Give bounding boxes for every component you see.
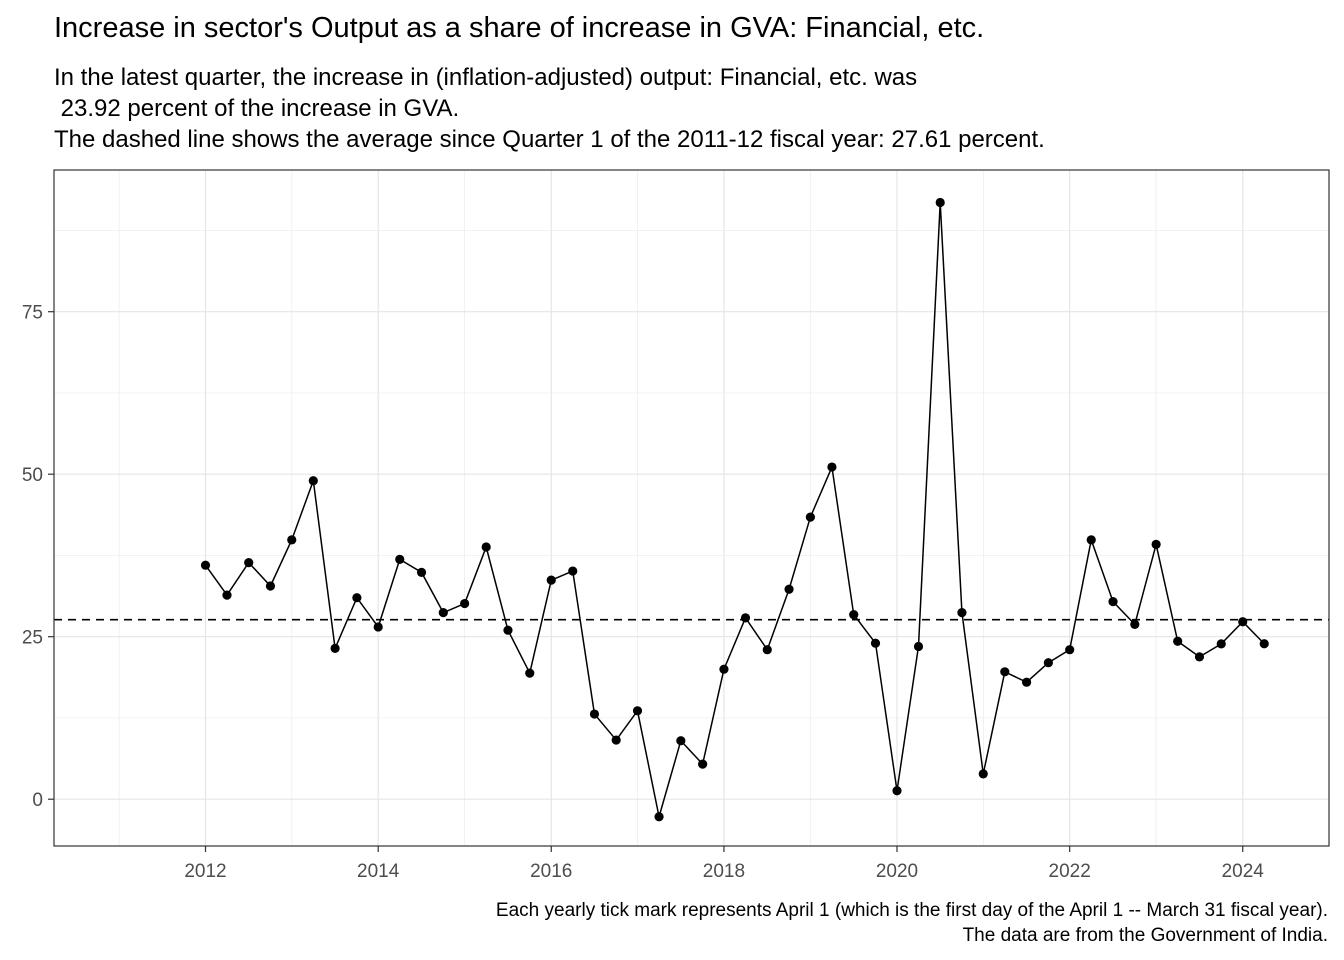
grid-lines — [54, 170, 1329, 846]
caption-line-1: Each yearly tick mark represents April 1… — [495, 900, 1328, 921]
data-point — [676, 736, 686, 746]
data-point — [546, 575, 556, 585]
data-point — [913, 641, 924, 652]
data-point — [244, 558, 254, 568]
data-point — [1151, 539, 1161, 550]
data-point — [1259, 639, 1269, 649]
data-point — [265, 581, 276, 591]
data-point — [200, 560, 211, 570]
x-tick-label: 2014 — [357, 861, 400, 882]
data-point — [352, 593, 362, 603]
data-point — [698, 759, 708, 769]
data-point — [935, 197, 945, 208]
data-point — [395, 554, 405, 564]
x-tick-label: 2024 — [1222, 861, 1265, 882]
data-point — [525, 668, 535, 678]
data-point — [373, 622, 383, 632]
data-point — [611, 735, 621, 745]
data-point — [957, 608, 967, 618]
data-point — [1065, 645, 1075, 655]
data-point — [287, 535, 297, 545]
data-point — [849, 610, 859, 620]
x-tick-label: 2012 — [184, 861, 226, 882]
subtitle-line-3: The dashed line shows the average since … — [54, 126, 1045, 153]
x-tick-label: 2020 — [876, 861, 918, 882]
data-point — [805, 512, 815, 522]
x-tick-label: 2022 — [1049, 861, 1091, 882]
data-point — [1086, 535, 1096, 545]
data-point — [1108, 597, 1118, 607]
data-point — [892, 786, 902, 796]
caption-line-2: The data are from the Government of Indi… — [962, 925, 1328, 946]
x-tick-label: 2018 — [703, 861, 745, 882]
chart-subtitle: In the latest quarter, the increase in (… — [54, 62, 1045, 155]
y-tick-label: 25 — [22, 628, 43, 649]
data-point — [330, 643, 340, 654]
x-tick-label: 2016 — [530, 861, 572, 882]
data-point — [870, 638, 881, 648]
subtitle-line-2: 23.92 percent of the increase in GVA. — [54, 95, 460, 122]
data-point — [654, 812, 664, 822]
data-point — [1173, 636, 1183, 646]
data-point — [632, 706, 643, 716]
data-point — [416, 567, 427, 577]
y-tick-label: 0 — [32, 790, 43, 811]
data-point — [460, 598, 470, 609]
data-point — [1194, 652, 1205, 662]
data-point — [978, 769, 988, 779]
axis-ticks: 2012 2014 2016 2018 2020 2022 2024 0 25 50 75 — [22, 303, 1264, 882]
data-point — [1216, 639, 1226, 649]
y-tick-label: 75 — [22, 303, 43, 324]
series-line — [204, 202, 1265, 817]
data-point — [438, 608, 448, 618]
data-point — [719, 664, 729, 674]
series-group — [200, 197, 1269, 822]
data-point — [1000, 667, 1010, 677]
data-point — [762, 645, 772, 655]
data-point — [222, 590, 232, 600]
data-point — [784, 584, 794, 594]
data-point — [1043, 658, 1053, 668]
data-point — [568, 566, 578, 576]
data-point — [1021, 677, 1032, 687]
subtitle-line-1: In the latest quarter, the increase in (… — [54, 64, 918, 91]
data-point — [1130, 619, 1140, 629]
data-point — [589, 709, 600, 719]
data-point — [1238, 617, 1248, 627]
y-tick-label: 50 — [22, 465, 43, 486]
data-point — [740, 613, 751, 623]
panel-border — [53, 169, 1330, 847]
data-point — [827, 462, 837, 472]
data-point — [481, 542, 491, 552]
chart-caption: Each yearly tick mark represents April 1… — [496, 898, 1328, 948]
data-point — [503, 625, 513, 635]
data-point — [308, 476, 318, 486]
chart-title: Increase in sector's Output as a share o… — [54, 12, 985, 44]
